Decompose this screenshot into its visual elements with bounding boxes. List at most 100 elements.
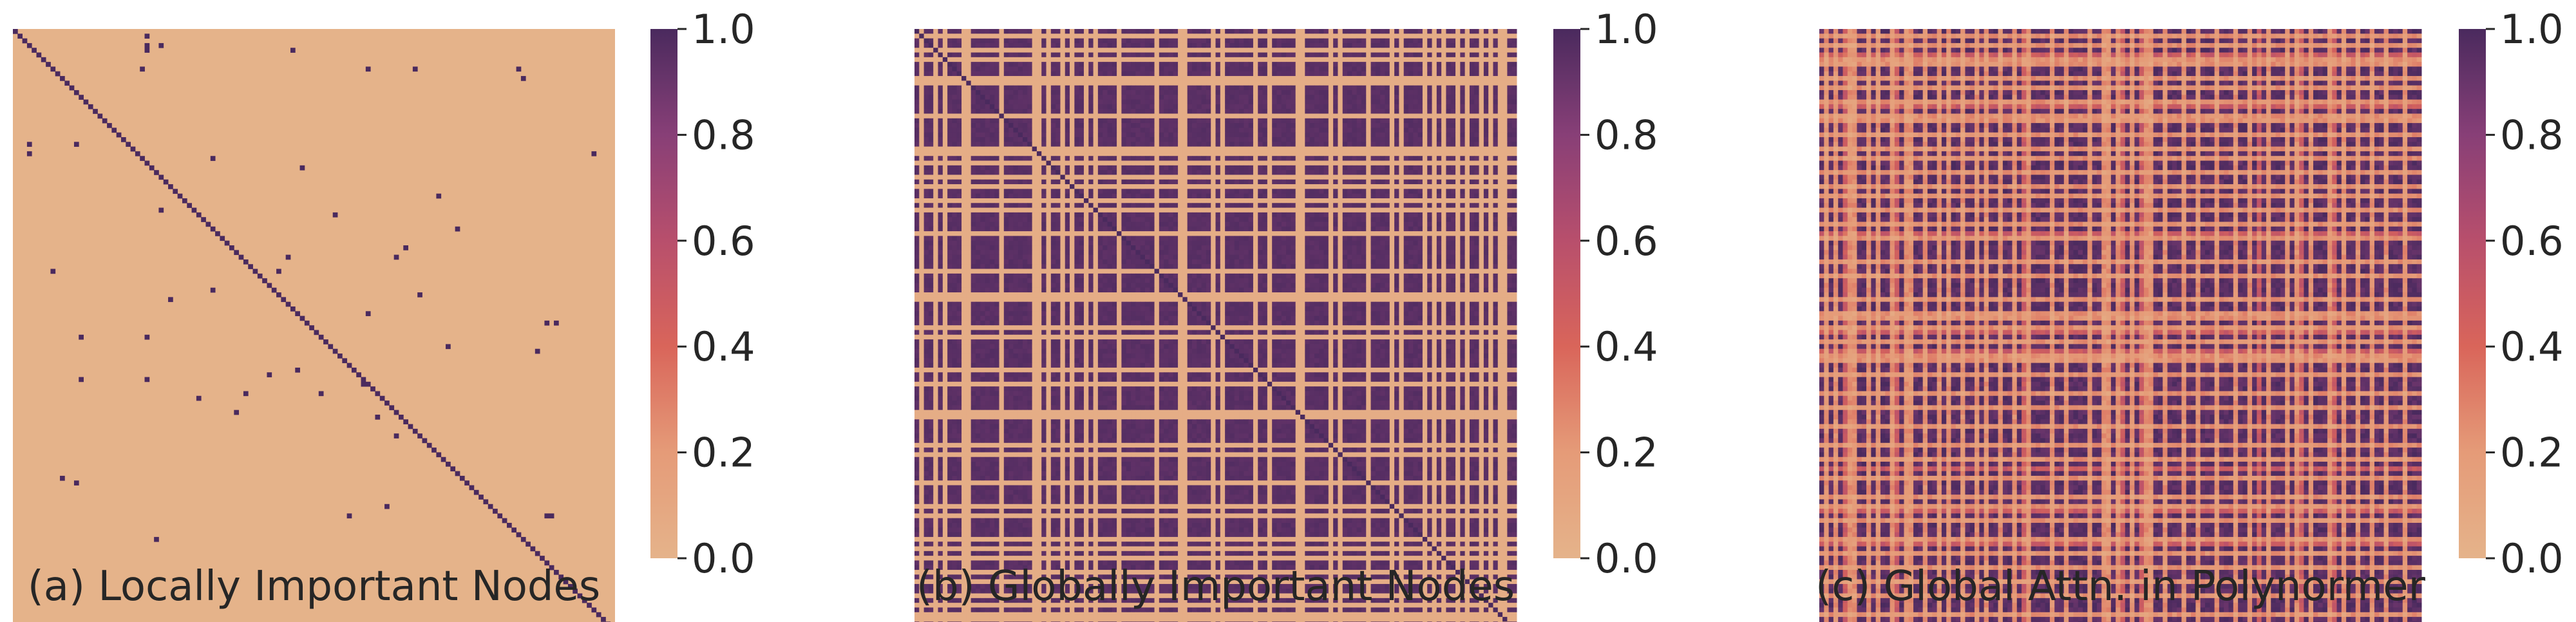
heatmap-cell xyxy=(1229,29,1235,34)
heatmap-cell xyxy=(1507,66,1512,71)
heatmap-cell xyxy=(1441,66,1446,71)
heatmap-cell xyxy=(1470,71,1475,77)
heatmap-cell xyxy=(1159,39,1164,44)
heatmap-cell xyxy=(1276,62,1282,67)
heatmap-cell xyxy=(1300,29,1305,34)
heatmap-cell xyxy=(1493,43,1498,48)
heatmap-cell xyxy=(1211,71,1216,77)
heatmap-cell xyxy=(933,71,938,77)
heatmap-cell xyxy=(149,165,155,171)
heatmap-cell xyxy=(985,39,990,44)
heatmap-cell xyxy=(999,33,1004,39)
heatmap-cell xyxy=(554,321,559,326)
heatmap-cell xyxy=(1178,43,1183,48)
heatmap-cell xyxy=(1032,76,1037,81)
heatmap-cell xyxy=(1126,57,1132,62)
heatmap-cell xyxy=(1258,39,1263,44)
heatmap-cell xyxy=(1385,62,1390,67)
heatmap-cell xyxy=(1239,29,1244,34)
heatmap-cell xyxy=(1423,29,1428,34)
heatmap-cell xyxy=(1112,33,1117,39)
heatmap-cell xyxy=(1451,39,1456,44)
heatmap-cell xyxy=(1314,53,1320,58)
heatmap-cell xyxy=(1023,53,1028,58)
heatmap-cell xyxy=(596,612,601,617)
heatmap-cell xyxy=(1314,43,1320,48)
heatmap-cell xyxy=(1427,29,1432,34)
heatmap-cell xyxy=(1037,33,1042,39)
heatmap-cell xyxy=(1276,48,1282,53)
heatmap-cell xyxy=(1145,39,1150,44)
heatmap-cell xyxy=(1267,33,1273,39)
heatmap-cell xyxy=(1145,66,1150,71)
heatmap-cell xyxy=(1441,57,1446,62)
heatmap-cell xyxy=(1305,80,1310,86)
heatmap-cell xyxy=(1263,43,1268,48)
heatmap-cell xyxy=(121,137,126,142)
heatmap-cell xyxy=(64,80,70,86)
heatmap-cell xyxy=(1329,76,1334,81)
heatmap-cell xyxy=(1065,66,1070,71)
heatmap-cell xyxy=(1084,53,1089,58)
heatmap-cell xyxy=(1084,66,1089,71)
heatmap-cell xyxy=(1018,29,1023,34)
heatmap-cell xyxy=(1479,53,1484,58)
heatmap-cell xyxy=(952,48,957,53)
heatmap-cell xyxy=(1488,62,1493,67)
heatmap-cell xyxy=(971,71,976,77)
heatmap-cell xyxy=(1103,57,1108,62)
heatmap-cell xyxy=(1041,66,1046,71)
heatmap-cell xyxy=(1192,71,1197,77)
heatmap-cell xyxy=(1098,53,1103,58)
heatmap-cell xyxy=(1065,57,1070,62)
heatmap-cell xyxy=(1244,53,1249,58)
heatmap-cell xyxy=(1056,48,1061,53)
heatmap-cell xyxy=(135,151,140,156)
heatmap-cell xyxy=(1013,57,1018,62)
heatmap-cell xyxy=(1027,33,1032,39)
heatmap-cell xyxy=(1107,80,1112,86)
heatmap-cell xyxy=(1361,29,1367,34)
heatmap-cell xyxy=(1150,57,1155,62)
heatmap-cell xyxy=(1216,80,1221,86)
heatmap-cell xyxy=(1070,33,1075,39)
heatmap-cell xyxy=(1098,66,1103,71)
heatmap-cell xyxy=(1446,29,1451,34)
heatmap-cell xyxy=(1197,66,1202,71)
heatmap-cell xyxy=(1145,76,1150,81)
heatmap-cell xyxy=(1282,57,1287,62)
heatmap-cell xyxy=(1418,39,1423,44)
heatmap-cell xyxy=(1253,53,1258,58)
heatmap-cell xyxy=(1441,48,1446,53)
heatmap-cell xyxy=(1258,76,1263,81)
heatmap-cell xyxy=(933,29,938,34)
heatmap-cell xyxy=(1408,29,1414,34)
heatmap-cell xyxy=(168,297,173,302)
heatmap-cell xyxy=(1159,57,1164,62)
heatmap-cell xyxy=(1282,43,1287,48)
heatmap-cell xyxy=(1060,80,1065,86)
heatmap-cell xyxy=(1065,76,1070,81)
heatmap-cell xyxy=(1263,33,1268,39)
heatmap-cell xyxy=(1324,33,1329,39)
heatmap-cell xyxy=(1135,39,1141,44)
heatmap-cell xyxy=(1229,43,1235,48)
heatmap-cell xyxy=(535,551,540,556)
heatmap-cell xyxy=(1352,66,1357,71)
heatmap-cell xyxy=(1446,33,1451,39)
heatmap-cell xyxy=(1131,71,1136,77)
heatmap-cell xyxy=(1126,62,1132,67)
heatmap-cell xyxy=(1084,80,1089,86)
heatmap-cell xyxy=(1182,71,1188,77)
heatmap-cell xyxy=(493,509,498,514)
heatmap-cell xyxy=(1088,33,1094,39)
heatmap-cell xyxy=(1314,39,1320,44)
heatmap-cell xyxy=(1282,29,1287,34)
heatmap-cell xyxy=(1168,66,1173,71)
heatmap-cell xyxy=(1460,76,1465,81)
heatmap-cell xyxy=(1079,71,1084,77)
heatmap-cell xyxy=(1141,53,1146,58)
heatmap-cell xyxy=(361,382,366,387)
heatmap-cell xyxy=(1488,76,1493,81)
heatmap-cell xyxy=(1333,57,1338,62)
